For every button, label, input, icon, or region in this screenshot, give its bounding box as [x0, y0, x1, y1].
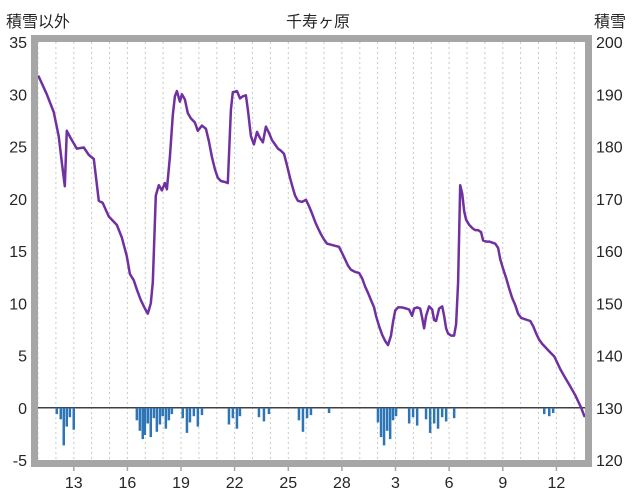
bar — [200, 407, 204, 416]
bar — [376, 407, 380, 423]
x-axis-tick-label: 12 — [548, 475, 566, 492]
bar — [382, 407, 386, 446]
left-axis-tick-label: -5 — [13, 453, 27, 470]
bar — [135, 407, 139, 421]
x-axis-tick-label: 25 — [279, 475, 297, 492]
bar — [152, 407, 156, 419]
x-axis-tick-label: 9 — [498, 475, 507, 492]
bar — [543, 407, 546, 415]
right-axis-tick-label: 120 — [596, 453, 623, 470]
bar — [164, 407, 168, 429]
bar — [231, 407, 235, 419]
bar — [167, 407, 171, 421]
bar — [452, 407, 456, 419]
bar — [262, 407, 266, 422]
bar — [158, 407, 162, 425]
bar — [327, 407, 331, 413]
left-axis-tick-label: 30 — [9, 87, 27, 104]
x-axis-tick-label: 13 — [65, 475, 83, 492]
bar — [149, 407, 152, 438]
plot-frame — [31, 35, 592, 467]
bar — [551, 407, 555, 413]
bar — [385, 407, 389, 431]
bar — [436, 407, 440, 429]
right-axis-tick-label: 160 — [596, 244, 623, 261]
bar — [267, 407, 271, 415]
bar — [424, 407, 428, 420]
bar — [181, 407, 184, 419]
bar — [227, 407, 231, 425]
bar — [394, 407, 398, 417]
bar — [305, 407, 309, 419]
bar — [235, 407, 239, 429]
x-axis-tick-label: 19 — [172, 475, 190, 492]
bar — [415, 407, 419, 426]
bar — [391, 407, 395, 421]
right-axis-tick-label: 170 — [596, 192, 623, 209]
left-axis-tick-label: 15 — [9, 244, 27, 261]
bar — [55, 407, 58, 415]
bar — [379, 407, 383, 438]
bar — [388, 407, 392, 440]
x-axis-tick-label: 3 — [391, 475, 400, 492]
bar — [146, 407, 149, 424]
bar — [309, 407, 313, 416]
right-axis-title: 積雪 — [593, 14, 626, 31]
right-axis-tick-label: 130 — [596, 401, 623, 418]
bar — [257, 407, 261, 418]
right-axis-tick-label: 180 — [596, 140, 623, 157]
x-axis-tick-label: 28 — [333, 475, 351, 492]
bar — [68, 407, 72, 418]
left-axis-tick-label: 10 — [9, 296, 27, 313]
bar — [411, 407, 415, 418]
snow-depth-line — [37, 75, 586, 418]
chart-title: 千寿ヶ原 — [285, 14, 350, 31]
bar — [444, 407, 448, 422]
left-axis-tick-label: 5 — [18, 349, 27, 366]
bar — [138, 407, 142, 431]
left-axis-tick-label: 0 — [18, 401, 27, 418]
bar — [440, 407, 444, 418]
left-axis-title: 積雪以外 — [6, 14, 71, 31]
left-axis-tick-label: 25 — [9, 140, 27, 157]
bar — [188, 407, 192, 423]
x-axis-tick-label: 16 — [119, 475, 137, 492]
bar — [143, 407, 147, 435]
right-axis-tick-label: 150 — [596, 296, 623, 313]
bar — [62, 407, 65, 446]
right-axis-tick-label: 200 — [596, 35, 623, 52]
bar — [161, 407, 164, 417]
bar — [238, 407, 242, 417]
bar — [297, 407, 301, 421]
bar — [428, 407, 432, 433]
bar — [59, 407, 62, 420]
bar — [301, 407, 305, 432]
bar — [155, 407, 159, 432]
bar — [185, 407, 189, 433]
bar — [548, 407, 551, 417]
left-axis-tick-label: 35 — [9, 35, 27, 52]
bar — [407, 407, 411, 424]
x-axis-tick-label: 22 — [226, 475, 244, 492]
x-axis-tick-label: 6 — [445, 475, 454, 492]
right-axis-tick-label: 140 — [596, 349, 623, 366]
bar — [196, 407, 200, 427]
bar — [141, 407, 144, 440]
right-axis-tick-label: 190 — [596, 87, 623, 104]
bar — [72, 407, 75, 430]
bar — [432, 407, 436, 424]
bar — [65, 407, 68, 427]
left-axis-tick-label: 20 — [9, 192, 27, 209]
bar — [192, 407, 196, 417]
bar — [170, 407, 174, 415]
